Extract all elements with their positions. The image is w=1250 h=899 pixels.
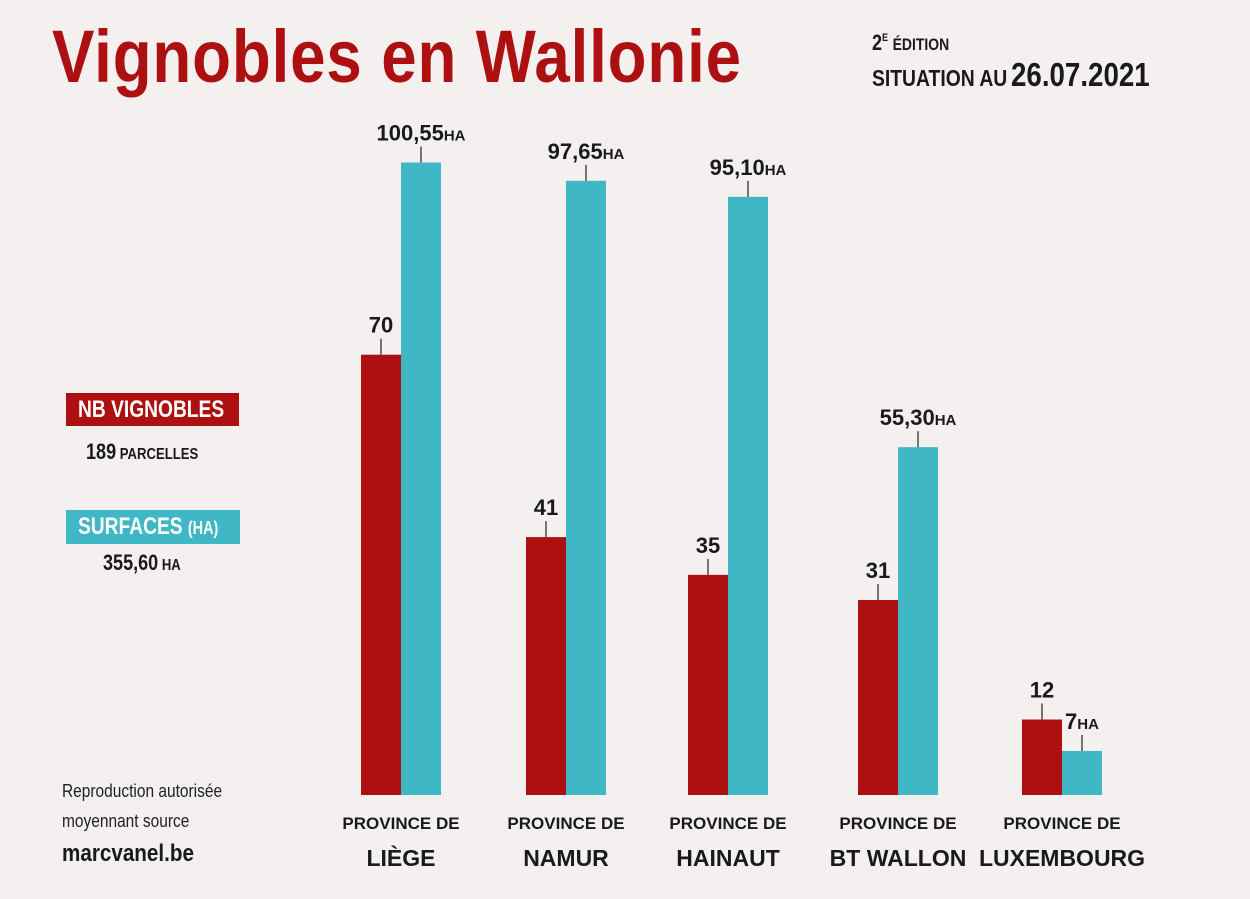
situation-date: 26.07.2021	[1010, 56, 1150, 93]
bar-vignobles-4	[1022, 719, 1062, 795]
data-label-vignobles-1: 41	[534, 495, 558, 520]
bar-surfaces-1	[566, 180, 606, 795]
data-label-surfaces-1: 97,65HA	[548, 139, 625, 164]
category-prefix-4: PROVINCE DE	[1003, 814, 1120, 833]
data-label-unit: HA	[444, 128, 466, 145]
bar-surfaces-0	[401, 162, 441, 795]
data-label-surfaces-2: 95,10HA	[710, 155, 787, 180]
data-label-vignobles-4: 12	[1030, 678, 1054, 703]
data-label-surfaces-0: 100,55HA	[377, 121, 466, 146]
situation-text: SITUATION AU	[872, 65, 1008, 91]
category-prefix-0: PROVINCE DE	[342, 814, 459, 833]
category-name-4: LUXEMBOURG	[979, 845, 1145, 871]
data-label-unit: HA	[1077, 716, 1099, 733]
category-prefix-3: PROVINCE DE	[839, 814, 956, 833]
legend-vignobles-total-unit: PARCELLES	[119, 446, 199, 463]
legend-surfaces-total: 355,60 HA	[103, 550, 181, 576]
legend-vignobles-label: NB VIGNOBLES	[78, 396, 225, 423]
credit-site: marcvanel.be	[62, 840, 194, 867]
legend-vignobles-total: 189 PARCELLES	[86, 439, 198, 465]
chart-title: Vignobles en Wallonie	[52, 15, 742, 98]
data-label-unit: HA	[765, 162, 787, 179]
data-label-vignobles-2: 35	[696, 533, 720, 558]
data-label-vignobles-0: 70	[369, 313, 393, 338]
legend-vignobles-badge: NB VIGNOBLES	[66, 393, 239, 426]
edition-label: 2E ÉDITION	[872, 30, 949, 56]
category-name-3: BT WALLON	[830, 845, 967, 871]
category-name-0: LIÈGE	[366, 844, 435, 871]
bar-surfaces-2	[728, 196, 768, 796]
category-prefix-2: PROVINCE DE	[669, 814, 786, 833]
legend-vignobles-total-value: 189	[86, 439, 117, 464]
edition-sup: E	[882, 32, 889, 44]
legend-surfaces-unit: (HA)	[187, 518, 219, 538]
legend-surfaces-badge: SURFACES (HA)	[66, 510, 240, 544]
bar-surfaces-3	[898, 447, 938, 795]
bar-vignobles-0	[361, 354, 401, 795]
data-label-unit: HA	[935, 412, 957, 429]
legend-surfaces-total-unit: HA	[161, 557, 181, 574]
category-prefix-1: PROVINCE DE	[507, 814, 624, 833]
situation-label: SITUATION AU 26.07.2021	[872, 56, 1150, 94]
credit-line-2: moyennant source	[62, 811, 190, 831]
category-name-2: HAINAUT	[676, 845, 780, 871]
legend-surfaces-total-value: 355,60	[103, 550, 159, 575]
edition-word: ÉDITION	[892, 35, 950, 54]
bar-surfaces-4	[1062, 750, 1102, 795]
credit-line-1: Reproduction autorisée	[62, 781, 223, 801]
bar-vignobles-3	[858, 600, 898, 795]
legend-surfaces-label: SURFACES	[78, 513, 183, 540]
category-name-1: NAMUR	[523, 845, 609, 871]
bar-vignobles-1	[526, 537, 566, 795]
data-label-unit: HA	[603, 146, 625, 163]
data-label-surfaces-4: 7HA	[1065, 709, 1099, 734]
data-label-vignobles-3: 31	[866, 558, 890, 583]
data-label-surfaces-3: 55,30HA	[880, 405, 957, 430]
edition-number: 2	[872, 30, 883, 55]
bar-vignobles-2	[688, 574, 728, 795]
